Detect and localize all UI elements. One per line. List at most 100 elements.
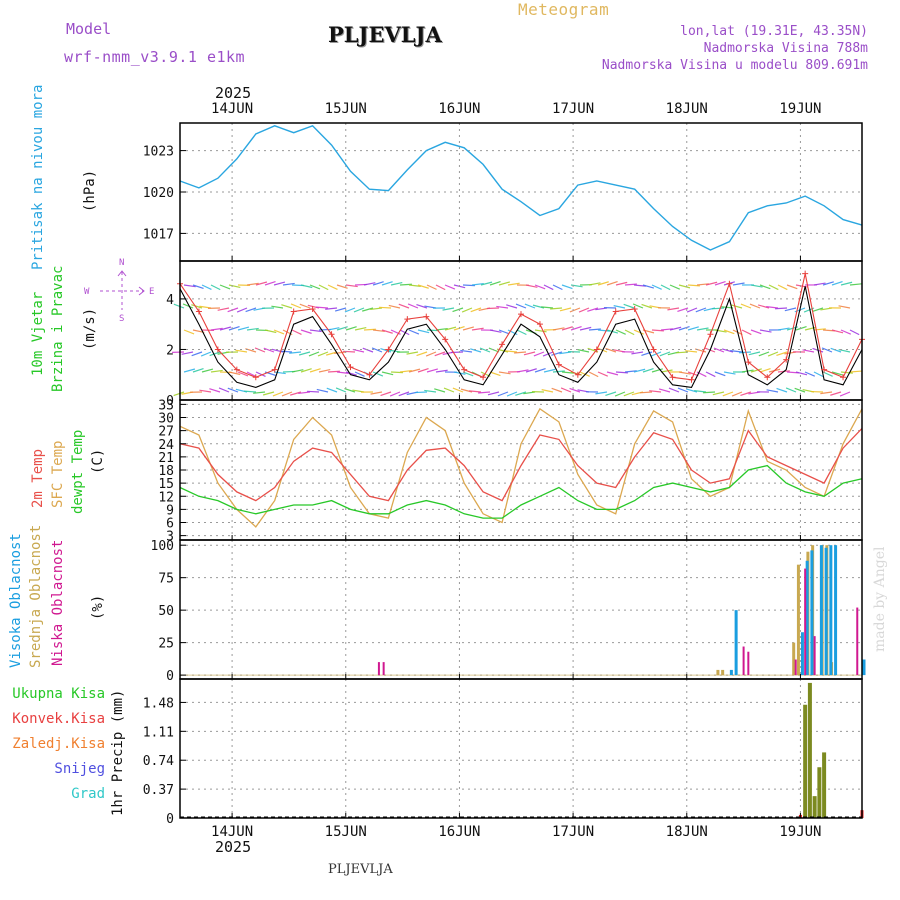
wind-arrow-222 xyxy=(831,329,844,334)
xtick-top-3: 17JUN xyxy=(552,101,594,117)
wind-arrow-13 xyxy=(300,284,313,289)
wind-arrow-45 xyxy=(588,282,601,286)
wind-arrow-252 xyxy=(416,351,428,357)
wind-arrow-402 xyxy=(415,391,428,394)
wind-arrow-410 xyxy=(487,391,500,396)
wind-arrow-34 xyxy=(489,280,501,286)
wind-arrow-177 xyxy=(426,329,439,332)
cloud-mid-bar-2 xyxy=(792,642,796,676)
wind-arrow-102 xyxy=(416,303,428,309)
wind-gust-marker-25 xyxy=(650,346,657,353)
wind-arrow-339 xyxy=(534,368,546,373)
wind-arrow-48 xyxy=(615,281,628,286)
wind-arrow-351 xyxy=(642,368,654,373)
wind-arrow-57 xyxy=(696,283,709,286)
wind-arrow-385 xyxy=(262,391,275,396)
wind-arrow-334 xyxy=(489,371,501,377)
wind-arrow-27 xyxy=(426,284,437,290)
cloud-low-bar-2 xyxy=(742,646,745,676)
year-bottom: 2025 xyxy=(215,838,252,856)
wind-arrow-247 xyxy=(371,347,383,353)
cloud-high-bar-8 xyxy=(834,545,838,676)
wind-arrow-110 xyxy=(487,307,500,310)
wind-gust-marker-9 xyxy=(347,364,354,371)
wind-arrow-36 xyxy=(507,282,520,286)
ytick-label-0-0: 1017 xyxy=(143,227,174,242)
wind-arrow-213 xyxy=(750,329,762,335)
wind-arrow-203 xyxy=(660,328,673,331)
compass-rose-icon xyxy=(100,270,145,310)
wind-arrow-185 xyxy=(498,329,510,335)
wind-arrow-390 xyxy=(307,390,320,393)
wind-arrow-262 xyxy=(505,350,518,353)
wind-arrow-312 xyxy=(291,369,304,373)
wind-arrow-391 xyxy=(316,388,329,393)
wind-gust-marker-35 xyxy=(840,374,847,381)
temp-2m-line xyxy=(179,427,863,502)
wind-gust-marker-33 xyxy=(802,270,809,277)
wind-arrow-0 xyxy=(183,284,196,288)
wind-arrow-184 xyxy=(489,329,502,333)
wind-arrow-416 xyxy=(541,389,554,393)
wind-arrow-411 xyxy=(497,391,509,397)
wind-arrow-163 xyxy=(300,329,312,334)
wind-arrow-326 xyxy=(417,367,429,373)
wind-arrow-437 xyxy=(731,391,743,397)
wind-arrow-170 xyxy=(363,328,376,331)
wind-arrow-77 xyxy=(191,304,203,309)
wind-arrow-318 xyxy=(345,371,357,376)
wind-arrow-196 xyxy=(597,329,610,332)
wind-arrow-290 xyxy=(758,351,770,357)
wind-arrow-281 xyxy=(676,351,689,354)
wind-arrow-156 xyxy=(237,326,250,331)
wind-arrow-191 xyxy=(552,327,565,331)
wind-arrow-81 xyxy=(227,307,239,313)
wind-arrow-449 xyxy=(839,391,851,397)
ytick-label-1-2: 4 xyxy=(166,293,174,308)
wind-arrow-276 xyxy=(631,351,644,355)
wind-arrow-78 xyxy=(199,305,212,309)
ytick-label-1-1: 2 xyxy=(166,343,174,358)
cloud-low-bar-3 xyxy=(747,651,750,676)
wind-arrow-159 xyxy=(264,329,277,334)
wind-arrow-210 xyxy=(723,329,735,335)
wind-arrow-237 xyxy=(280,350,293,353)
wind-arrow-176 xyxy=(417,329,430,334)
wind-gust-marker-13 xyxy=(423,313,430,320)
wind-arrow-412 xyxy=(506,391,518,397)
precip-total-bar-0 xyxy=(803,704,808,818)
wind-arrow-301 xyxy=(192,367,204,373)
wind-arrow-29 xyxy=(444,284,456,290)
cloud-high-bar-2 xyxy=(800,632,804,676)
wind-arrow-327 xyxy=(426,368,439,373)
wind-arrow-313 xyxy=(300,368,312,373)
wind-arrow-22 xyxy=(381,281,393,286)
wind-arrow-286 xyxy=(721,348,734,353)
wind-speed-line xyxy=(179,286,863,388)
wind-arrow-91 xyxy=(316,306,329,309)
wind-arrow-434 xyxy=(703,391,716,394)
ytick-label-4-3: 1.11 xyxy=(143,725,174,740)
compass-s: S xyxy=(119,314,125,324)
wind-arrow-423 xyxy=(605,391,617,396)
wind-arrow-295 xyxy=(802,349,815,353)
wind-arrow-413 xyxy=(515,391,527,396)
model-elevation-label: Nadmorska Visina u modelu 809.691m xyxy=(601,58,868,73)
wind-arrow-405 xyxy=(443,387,455,393)
wind-arrow-142 xyxy=(775,307,788,310)
ytick-label-2-4: 15 xyxy=(158,477,174,492)
wind-arrow-65 xyxy=(768,284,779,291)
wind-arrow-76 xyxy=(182,303,194,309)
legend-freezing-rain: Zaledj.Kisa xyxy=(12,736,105,752)
wind-arrow-18 xyxy=(345,284,358,288)
legend-conv-rain: Konvek.Kisa xyxy=(12,711,105,727)
wind-arrow-254 xyxy=(434,351,446,357)
wind-gust-marker-11 xyxy=(385,346,392,353)
wind-arrow-63 xyxy=(750,284,763,288)
wind-arrow-149 xyxy=(838,305,851,309)
wind-arrow-360 xyxy=(723,371,736,375)
precip-total-bar-2 xyxy=(812,796,817,818)
wind-arrow-316 xyxy=(327,370,340,373)
cloud-high-bar-4 xyxy=(810,550,814,676)
wind-arrow-381 xyxy=(227,387,239,393)
